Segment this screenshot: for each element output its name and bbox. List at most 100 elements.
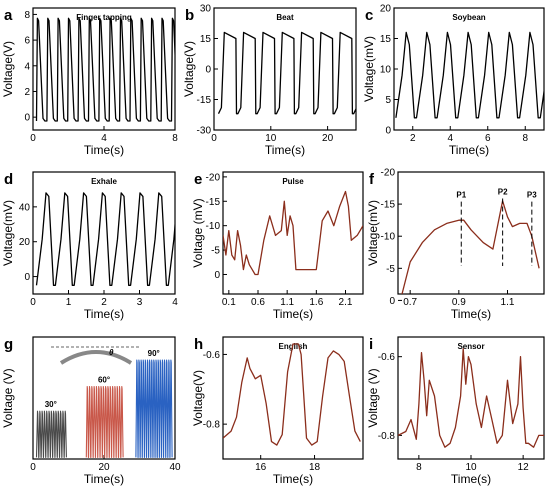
- panel-letter: e: [194, 171, 202, 188]
- y-tick-label: 0: [24, 272, 30, 283]
- x-tick-label: 0: [30, 133, 36, 144]
- plot-frame: [222, 171, 364, 295]
- panel-letter: g: [4, 336, 13, 353]
- x-axis-label: Time(s): [265, 143, 305, 157]
- series-line: [398, 348, 544, 448]
- x-tick-label: 8: [416, 462, 422, 473]
- panel-f: 0.7 0.9 1.1 -20 -15 -10 -5 0 Time(s) Voltage(mV) f…: [366, 168, 545, 321]
- y-tick-label: 2: [24, 87, 30, 98]
- y-tick-label: 8: [24, 10, 30, 21]
- series-label: 90°: [148, 349, 160, 358]
- y-tick-label: 0: [385, 126, 391, 137]
- plot-frame: [393, 7, 545, 131]
- series-label: 60°: [98, 375, 110, 384]
- x-axis-label: Time(s): [84, 472, 124, 486]
- x-axis-label: Time(s): [449, 143, 489, 157]
- inset-bent-film: [59, 350, 133, 365]
- y-tick-label: -15: [381, 200, 396, 211]
- y-axis-label: Voltage(mV): [366, 200, 380, 266]
- x-tick-label: 40: [169, 462, 181, 473]
- panel-title: Beat: [276, 13, 294, 22]
- y-tick-label: 5: [385, 95, 391, 106]
- y-tick-label: -20: [206, 172, 221, 183]
- panel-title: Pulse: [282, 177, 304, 186]
- x-tick-label: 16: [255, 462, 267, 473]
- panel-a: 0 4 8 0 2 4 6 8 Time(s) Voltage(V) a Finger tapping: [1, 7, 178, 157]
- y-tick-label: 20: [19, 237, 31, 248]
- panel-letter: b: [185, 7, 194, 24]
- panel-g: 0 20 40 Time(s) Voltage (V) g 30° 60° 90° θ: [1, 336, 181, 486]
- x-axis-label: Time(s): [84, 307, 124, 321]
- y-axis-label: Voltage(V): [182, 41, 196, 97]
- x-tick-label: 2: [101, 297, 107, 308]
- panel-letter: h: [194, 336, 203, 353]
- panel-e: 0.1 0.6 1.1 1.6 2.1 -20 -15 -10 -5 0 Time(s) Voltag…: [191, 171, 364, 321]
- x-tick-label: 20: [98, 462, 110, 473]
- y-tick-label: 0: [389, 296, 395, 307]
- y-axis-label: Voltage (mV): [191, 198, 205, 267]
- x-tick-label: 1.6: [309, 297, 323, 308]
- y-tick-label: -10: [206, 221, 221, 232]
- plot-frame: [32, 7, 176, 131]
- series-line: [223, 190, 363, 276]
- y-axis-label: Voltage(mV): [362, 36, 376, 102]
- panel-title: Exhale: [91, 177, 117, 186]
- x-tick-label: 0.1: [222, 297, 236, 308]
- panel-c: 2 4 6 8 0 5 10 15 20 Time(s) Voltage(mV) c Soybean: [362, 4, 545, 157]
- y-tick-label: 30: [200, 4, 212, 15]
- plot-frame: [32, 171, 176, 295]
- series-line: [223, 343, 361, 446]
- x-tick-label: 10: [265, 133, 277, 144]
- x-axis-label: Time(s): [273, 472, 313, 486]
- y-tick-label: -0.8: [378, 431, 396, 442]
- y-tick-label: -0.6: [378, 352, 396, 363]
- series-line-1: [85, 385, 124, 458]
- y-tick-label: 0: [24, 113, 30, 124]
- x-tick-label: 4: [172, 297, 178, 308]
- y-tick-label: 0: [205, 65, 211, 76]
- x-tick-label: 2.1: [339, 297, 353, 308]
- plot-frame: [397, 171, 545, 295]
- x-tick-label: 3: [137, 297, 143, 308]
- x-tick-label: 0: [211, 133, 217, 144]
- y-axis-label: Voltage(V): [191, 370, 205, 426]
- y-tick-label: 15: [380, 34, 392, 45]
- x-tick-label: 20: [322, 133, 334, 144]
- y-tick-label: 0: [214, 270, 220, 281]
- panel-b: 0 10 20 -30 -15 0 15 30 Time(s) Voltage(V) b Beat: [182, 4, 357, 157]
- inset-theta-label: θ: [109, 348, 114, 357]
- x-tick-label: 1: [66, 297, 72, 308]
- y-axis-label: Voltage(mV): [1, 200, 15, 266]
- y-tick-label: -5: [211, 246, 220, 257]
- peak-label: P3: [527, 191, 537, 200]
- x-tick-label: 2: [410, 133, 416, 144]
- y-axis-label: Voltage (V): [366, 368, 380, 427]
- x-tick-label: 18: [309, 462, 321, 473]
- x-tick-label: 10: [465, 462, 477, 473]
- x-tick-label: 6: [485, 133, 491, 144]
- panel-title: Soybean: [452, 13, 485, 22]
- y-tick-label: -15: [197, 95, 212, 106]
- x-tick-label: 0: [30, 297, 36, 308]
- y-tick-label: -15: [206, 197, 221, 208]
- x-tick-label: 8: [522, 133, 528, 144]
- x-tick-label: 4: [101, 133, 107, 144]
- panel-letter: c: [365, 7, 373, 24]
- x-tick-label: 8: [172, 133, 178, 144]
- y-tick-label: 40: [19, 202, 31, 213]
- y-tick-label: -0.8: [203, 420, 221, 431]
- y-tick-label: 10: [380, 65, 392, 76]
- y-tick-label: 6: [24, 36, 30, 47]
- plot-frame: [222, 336, 364, 460]
- x-tick-label: 1.1: [280, 297, 294, 308]
- x-tick-label: 4: [447, 133, 453, 144]
- y-tick-label: -30: [197, 126, 212, 137]
- panel-letter: i: [369, 336, 373, 353]
- panel-letter: d: [4, 171, 13, 188]
- y-tick-label: -5: [386, 264, 395, 275]
- y-tick-label: -20: [381, 168, 396, 179]
- y-tick-label: 20: [380, 4, 392, 15]
